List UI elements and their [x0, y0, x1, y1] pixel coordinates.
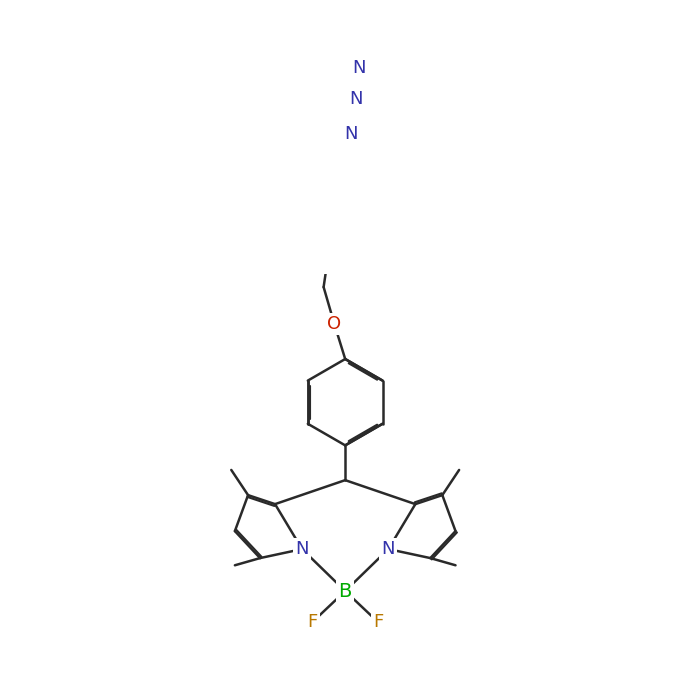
Text: B: B [339, 581, 352, 601]
Text: N: N [349, 90, 363, 108]
Text: O: O [328, 315, 341, 333]
Text: N: N [295, 540, 309, 558]
Text: N: N [352, 59, 366, 77]
Text: N: N [344, 124, 358, 142]
Text: F: F [307, 614, 317, 631]
Text: F: F [373, 614, 384, 631]
Text: N: N [381, 540, 395, 558]
